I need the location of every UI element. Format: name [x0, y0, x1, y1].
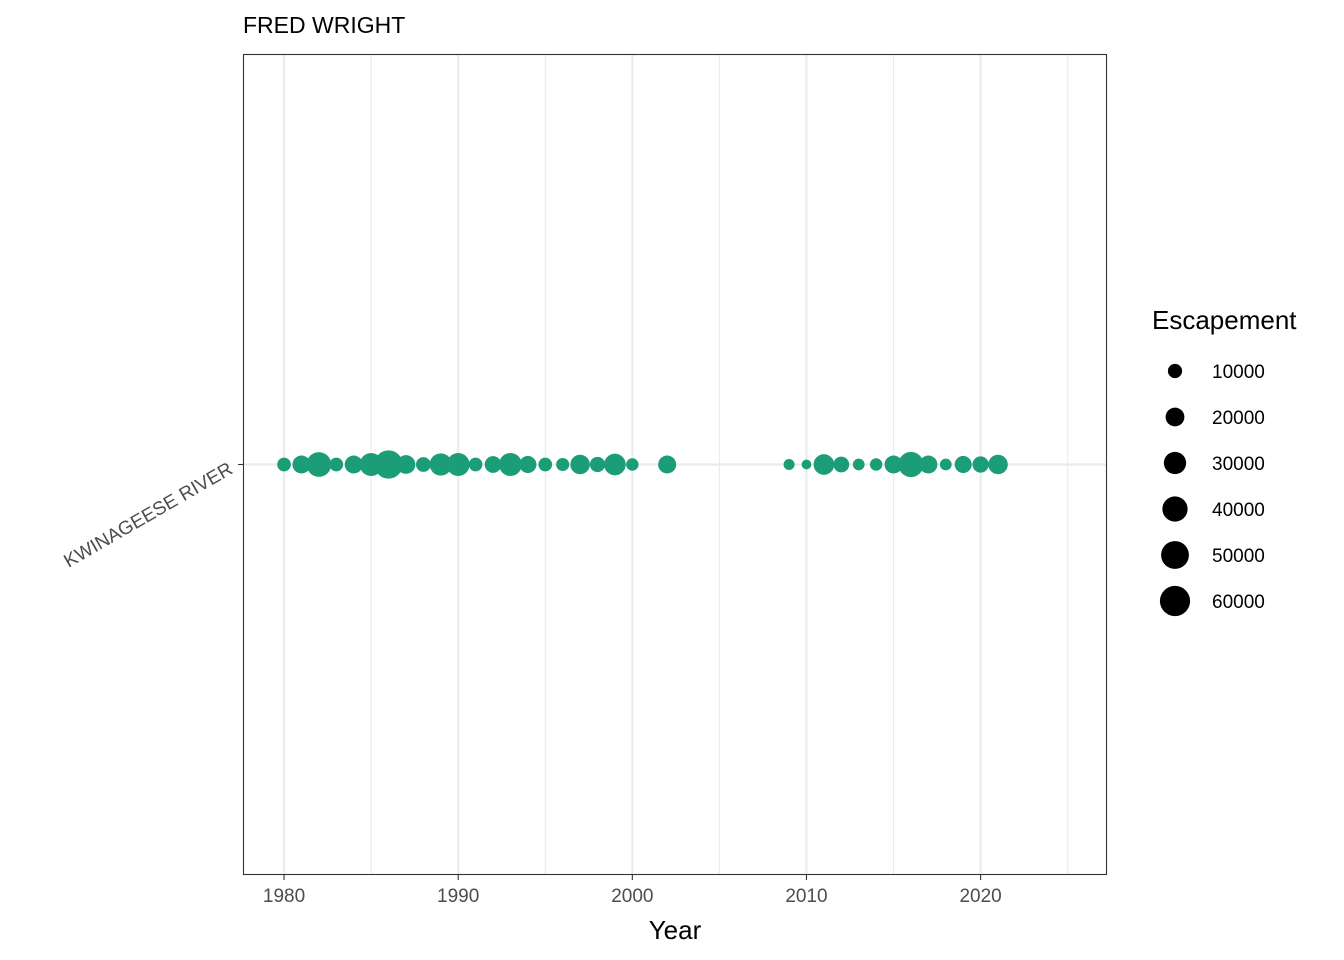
data-point [919, 455, 938, 474]
data-point [658, 455, 677, 474]
legend-label: 60000 [1212, 592, 1265, 613]
legend-label: 10000 [1212, 362, 1265, 383]
x-tick-label: 1990 [437, 886, 479, 907]
legend-label: 40000 [1212, 500, 1265, 521]
data-point [988, 454, 1008, 475]
legend-key [1165, 407, 1185, 427]
data-point [852, 458, 865, 471]
data-point [869, 458, 883, 471]
data-point [498, 453, 522, 476]
legend-key [1167, 363, 1183, 379]
x-axis: 1980 1990 2000 2010 2020 [263, 874, 1002, 907]
data-point [589, 456, 606, 473]
x-tick-label: 2010 [785, 886, 827, 907]
data-point [954, 455, 972, 474]
data-point [429, 453, 452, 476]
data-point [415, 457, 431, 472]
data-point [833, 456, 850, 473]
data-point [374, 450, 403, 479]
legend-key [1159, 585, 1191, 617]
data-point [813, 454, 835, 475]
data-point [344, 455, 363, 474]
data-point [604, 453, 626, 476]
legend-key [1163, 451, 1187, 475]
data-point [396, 455, 416, 474]
x-tick-label: 1980 [263, 886, 305, 907]
data-point [556, 457, 570, 472]
data-point [972, 456, 989, 473]
legend-key [1162, 496, 1188, 522]
x-tick-label: 2000 [611, 886, 653, 907]
data-point [538, 457, 553, 472]
data-point [277, 457, 291, 472]
data-point [306, 452, 332, 477]
data-point [783, 459, 795, 470]
data-point [329, 457, 344, 472]
data-point [519, 455, 537, 474]
data-point [939, 458, 952, 471]
data-point [468, 457, 483, 472]
data-point [801, 459, 812, 470]
legend: Escapement 10000 20000 30000 40000 50000 6000… [1152, 305, 1297, 617]
plot-panel [242, 53, 1108, 876]
legend-entries: 10000 20000 30000 40000 50000 60000 [1159, 362, 1265, 617]
legend-label: 20000 [1212, 408, 1265, 429]
legend-label: 50000 [1212, 546, 1265, 567]
chart-title: FRED WRIGHT [243, 12, 405, 38]
data-point [898, 451, 924, 478]
data-point [292, 455, 311, 474]
data-point [626, 458, 639, 471]
x-axis-title: Year [649, 915, 702, 945]
legend-title: Escapement [1152, 305, 1297, 335]
data-point [484, 456, 502, 473]
legend-label: 30000 [1212, 454, 1265, 475]
data-points [277, 450, 1008, 479]
data-point [446, 453, 470, 476]
data-point [570, 454, 590, 475]
data-point [884, 455, 903, 474]
legend-key [1161, 541, 1189, 569]
x-tick-label: 2020 [959, 886, 1001, 907]
